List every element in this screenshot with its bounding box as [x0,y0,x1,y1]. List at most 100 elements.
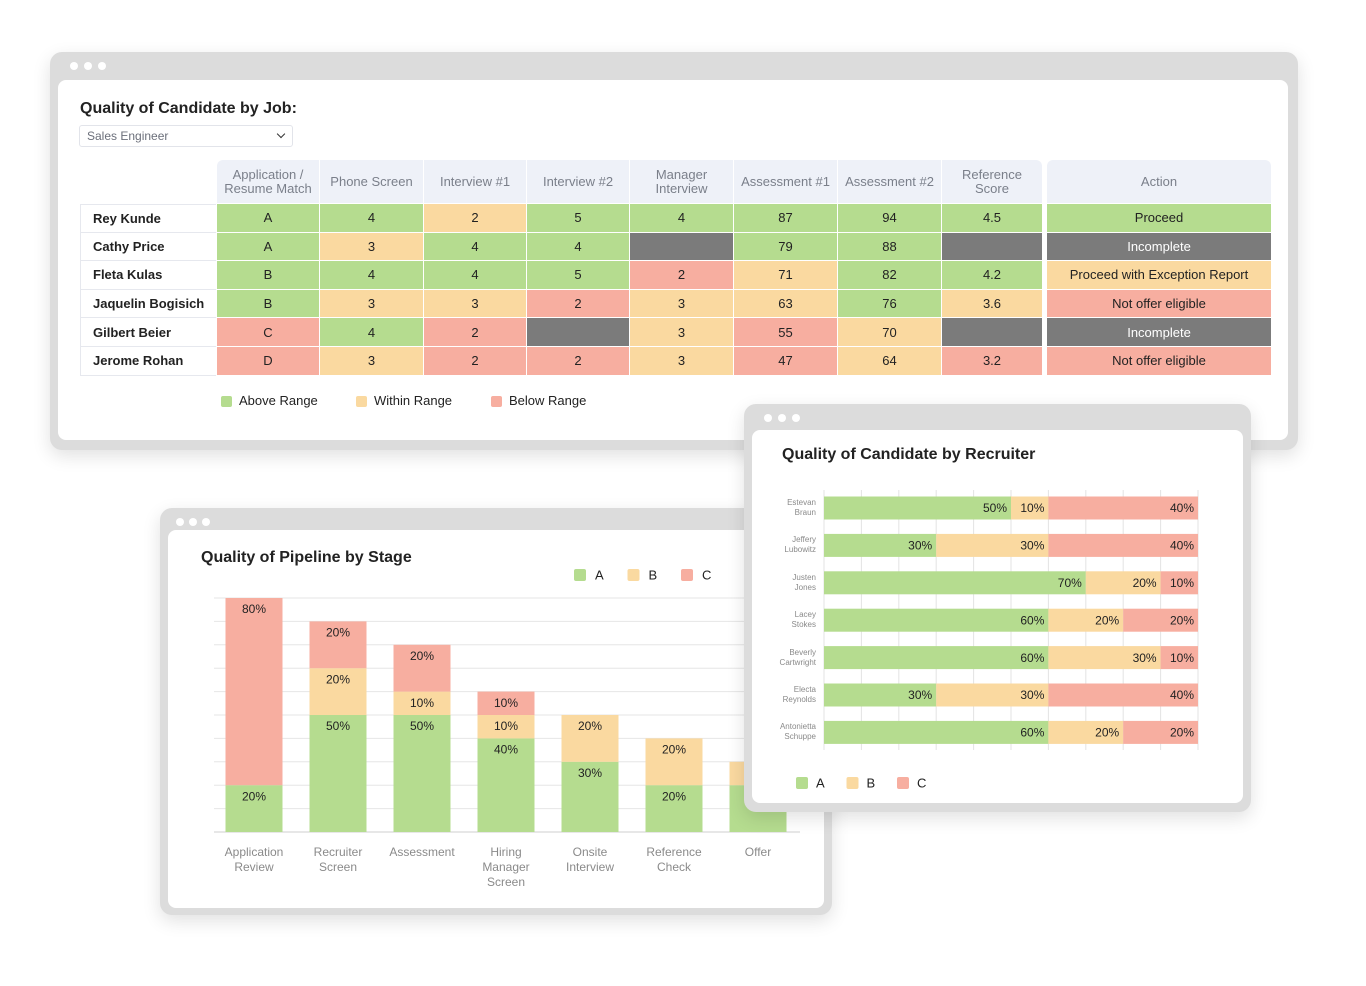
score-cell: D [217,347,319,375]
action-cell: Proceed [1047,204,1271,232]
chart-canvas: 50% 10% 40% 30% 30% 40% 70% 20% 10% 60% 20% 20% 60% 3… [796,490,1199,790]
bar-segment [824,683,937,707]
score-cell: 4 [527,232,629,261]
value-label: 70% [1058,576,1082,590]
value-label: 40% [1170,501,1194,515]
bar-segment [1048,683,1198,707]
score-cell: 94 [838,204,941,232]
score-cell: 4 [630,204,733,232]
bar-segment [824,720,1049,744]
value-label: 40% [1170,539,1194,553]
column-header: Interview #2 [527,160,629,203]
x-tick-label: Onsite Interview [565,845,615,874]
value-label: 20% [1133,576,1157,590]
y-tick-label: Lacey Stokes [791,610,816,630]
value-label: 20% [1095,613,1119,627]
row-name: Jerome Rohan [80,347,216,376]
bar-segment [225,785,283,832]
value-label: 60% [1020,613,1044,627]
action-cell: Proceed with Exception Report [1047,261,1271,289]
value-label: 30% [1020,539,1044,553]
job-dropdown[interactable]: Sales Engineer [79,125,293,147]
value-label: 30% [1020,688,1044,702]
score-cell [942,318,1042,346]
bar-segment [1123,720,1198,744]
column-header: Phone Screen [320,160,423,203]
value-label: 30% [908,688,932,702]
bar-segment [1048,720,1124,744]
value-label: 10% [410,696,434,710]
x-tick-label: Offer [744,845,772,859]
value-label: 20% [662,789,686,803]
bar-segment [477,738,535,832]
x-tick-label: Application Review [224,845,284,874]
bar-segment [477,691,535,715]
row-name: Gilbert Beier [80,318,216,347]
value-label: 20% [242,789,266,803]
legend-label: Above Range [239,393,318,408]
score-cell: 64 [838,347,941,375]
value-label: 50% [410,719,434,733]
bar-segment [1048,608,1124,632]
legend-swatch [356,396,367,407]
action-cell: Incomplete [1047,232,1271,261]
value-label: 10% [1170,651,1194,665]
bar-segment [561,761,619,832]
bar-segment [225,598,283,786]
value-label: 40% [494,743,518,757]
chart-title: Quality of Candidate by Recruiter [782,446,1036,463]
legend-label: B [649,567,658,582]
score-cell: 2 [424,347,526,375]
bar-segment [393,644,451,692]
bar-segment [1048,533,1198,557]
score-cell: 82 [838,261,941,289]
chart-canvas: 20% 80% 50% 20% 20% 50% 10% 20% 40% 10% 10% 30% 20% 2… [214,567,800,833]
score-cell: 3 [630,347,733,375]
bar-segment [1160,571,1198,595]
pipeline-window: Quality of Pipeline by Stage 20% 80% 50% 20%… [160,508,832,915]
score-cell: 2 [424,318,526,346]
score-cell: 2 [630,261,733,289]
bar-segment [477,715,535,739]
value-label: 10% [494,696,518,710]
row-name: Rey Kunde [80,204,216,233]
bar-segment [936,683,1049,707]
recruiter-window: Quality of Candidate by Recruiter 50% 10% 4… [744,404,1251,812]
value-label: 10% [1170,576,1194,590]
bar-segment [393,691,451,715]
window-dot [189,518,197,526]
score-cell: 63 [734,289,837,318]
legend-swatch [574,569,586,581]
table-window: Quality of Candidate by Job: Sales Engine… [50,52,1298,450]
column-header: Action [1047,160,1271,203]
score-cell: 3 [320,347,423,375]
value-label: 30% [1133,651,1157,665]
window-dot [176,518,184,526]
window-dot [70,62,78,70]
score-cell: 70 [838,318,941,346]
row-name: Jaquelin Bogisich [80,289,216,319]
value-label: 20% [326,626,350,640]
score-cell: 3 [630,318,733,346]
value-label: 60% [1020,651,1044,665]
legend-swatch [897,777,909,789]
value-label: 40% [1170,688,1194,702]
score-cell: B [217,261,319,289]
score-cell: 3 [320,289,423,318]
value-label: 20% [326,672,350,686]
value-label: 20% [662,743,686,757]
row-name: Cathy Price [80,232,216,262]
bar-segment [1048,646,1161,670]
bar-segment [645,738,703,786]
score-cell: 79 [734,232,837,261]
score-cell: 71 [734,261,837,289]
score-cell: 55 [734,318,837,346]
score-cell [630,232,733,261]
value-label: 10% [1020,501,1044,515]
score-cell: 4 [424,261,526,289]
score-cell: 4.5 [942,204,1042,232]
legend-swatch [681,569,693,581]
score-cell: 3 [630,289,733,318]
y-tick-label: Beverly Cartwright [779,647,816,667]
y-tick-label: Estevan Braun [787,498,816,517]
